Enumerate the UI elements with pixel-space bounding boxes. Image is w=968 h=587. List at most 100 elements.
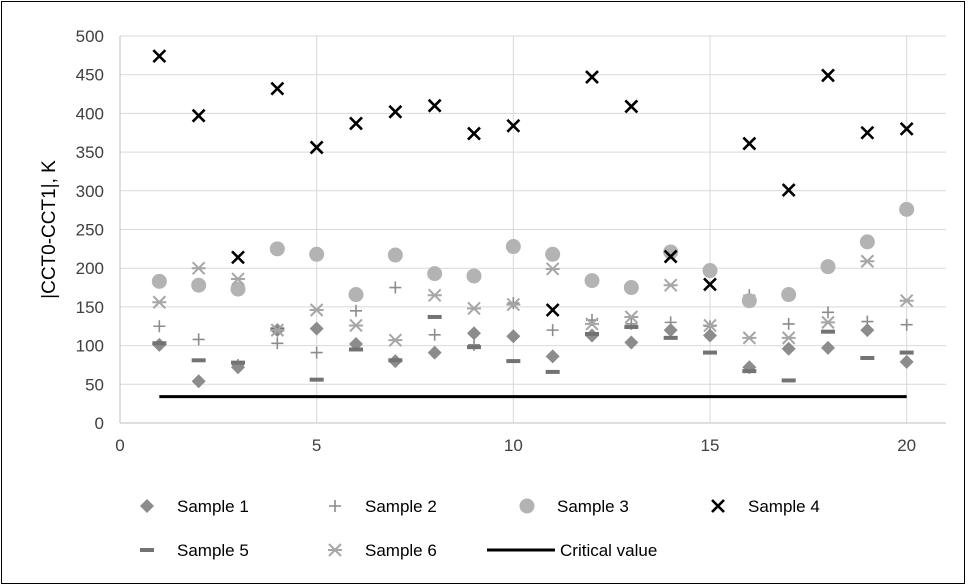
data-point xyxy=(231,250,245,265)
data-point xyxy=(427,314,442,319)
data-point xyxy=(309,303,324,317)
data-point xyxy=(309,321,324,336)
legend-label: Sample 6 xyxy=(365,541,437,560)
data-point xyxy=(270,323,285,337)
data-point xyxy=(388,104,403,119)
data-point xyxy=(270,81,285,96)
data-point xyxy=(349,318,363,333)
y-tick-label: 50 xyxy=(85,375,104,394)
y-axis-title: |CCT0-CCT1|, K xyxy=(39,160,60,299)
legend-label: Sample 1 xyxy=(177,497,249,516)
data-point xyxy=(467,345,481,350)
data-point xyxy=(467,301,481,316)
data-point xyxy=(506,297,521,312)
data-point xyxy=(664,316,677,329)
data-point xyxy=(741,293,757,309)
series-4 xyxy=(152,49,914,317)
data-point xyxy=(703,277,717,292)
data-point xyxy=(545,369,560,374)
legend-label: Sample 5 xyxy=(177,541,249,560)
data-point xyxy=(153,320,166,333)
data-point xyxy=(821,68,835,83)
data-point xyxy=(861,315,874,328)
data-point xyxy=(899,201,915,217)
legend-marker xyxy=(328,543,342,557)
data-point xyxy=(309,140,324,155)
data-point xyxy=(821,340,835,355)
data-point xyxy=(506,359,521,364)
y-tick-label: 300 xyxy=(76,182,104,201)
series-1 xyxy=(152,321,914,389)
data-point xyxy=(584,273,600,289)
y-tick-label: 350 xyxy=(76,143,104,162)
data-point xyxy=(466,268,482,284)
data-point xyxy=(742,331,757,345)
data-point xyxy=(781,183,796,197)
series-2 xyxy=(153,281,913,371)
legend-marker xyxy=(711,499,725,513)
data-point xyxy=(545,246,561,262)
legend-item-critical-value: Critical value xyxy=(487,541,657,560)
data-point xyxy=(151,273,167,289)
data-point xyxy=(349,116,363,131)
data-point xyxy=(900,318,913,331)
data-point xyxy=(427,345,442,360)
data-point xyxy=(309,246,325,262)
x-tick-label: 5 xyxy=(312,436,321,455)
x-tick-label: 0 xyxy=(115,436,124,455)
y-tick-label: 0 xyxy=(95,414,104,433)
y-tick-label: 100 xyxy=(76,337,104,356)
y-tick-label: 200 xyxy=(76,259,104,278)
data-point xyxy=(507,297,520,310)
data-point xyxy=(231,360,245,365)
data-point xyxy=(781,287,797,303)
data-point xyxy=(860,355,875,360)
data-point xyxy=(231,272,245,286)
data-point xyxy=(781,378,796,383)
data-point xyxy=(506,118,521,133)
legend-item-6: Sample 6 xyxy=(328,541,437,560)
data-point xyxy=(860,323,875,338)
data-point xyxy=(152,341,167,346)
data-point xyxy=(624,310,639,324)
data-point xyxy=(310,346,323,359)
data-point xyxy=(585,331,599,336)
data-point xyxy=(427,288,442,302)
data-point xyxy=(899,294,914,308)
legend-item-5: Sample 5 xyxy=(140,541,249,560)
y-tick-label: 450 xyxy=(76,66,104,85)
data-point xyxy=(545,303,560,317)
data-point xyxy=(191,261,206,275)
legend-marker xyxy=(329,500,341,512)
data-point xyxy=(546,324,559,337)
data-point xyxy=(152,49,167,64)
series-5 xyxy=(152,314,914,383)
legend-label: Sample 2 xyxy=(365,497,437,516)
data-point xyxy=(624,325,639,330)
data-point xyxy=(388,358,403,363)
data-point xyxy=(860,125,875,140)
data-point xyxy=(822,306,834,319)
x-tick-label: 10 xyxy=(504,436,523,455)
y-tick-label: 400 xyxy=(76,104,104,123)
data-point xyxy=(350,304,362,317)
data-point xyxy=(230,281,246,297)
x-tick-label: 20 xyxy=(897,436,916,455)
data-point xyxy=(742,369,757,374)
data-point xyxy=(663,278,678,292)
data-point xyxy=(820,259,836,275)
legend-label: Sample 4 xyxy=(748,497,820,516)
data-point xyxy=(623,280,639,296)
legend-label: Sample 3 xyxy=(557,497,629,516)
data-point xyxy=(387,247,403,263)
data-point xyxy=(506,329,521,344)
data-point xyxy=(663,323,678,338)
legend-marker xyxy=(519,498,535,514)
series-6 xyxy=(152,254,914,347)
data-point xyxy=(427,98,442,113)
data-point xyxy=(505,239,521,255)
data-point xyxy=(703,318,717,333)
data-point xyxy=(191,277,207,293)
data-point xyxy=(269,241,285,257)
